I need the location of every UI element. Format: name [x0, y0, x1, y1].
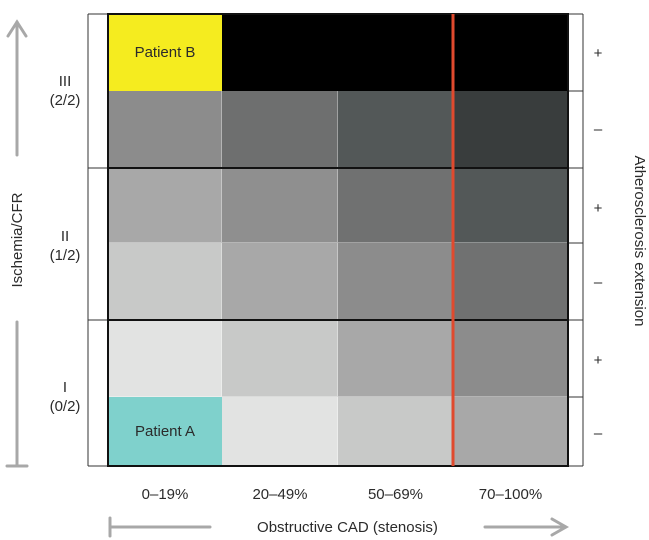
grid-cell [108, 168, 222, 243]
grid-cell [338, 243, 453, 320]
grid-cell [222, 168, 338, 243]
right-bracket-lines [568, 13, 584, 467]
group-label-i-roman: I [62, 379, 68, 396]
patient-b-label: Patient B [134, 44, 196, 61]
grid-cell [453, 168, 568, 243]
x-tick-label: 20–49% [252, 485, 308, 503]
group-label-iii-roman: III [58, 73, 72, 90]
grid-cell [222, 91, 338, 168]
y-axis-title: Ischemia/CFR [8, 192, 26, 288]
x-axis-title: Obstructive CAD (stenosis) [257, 518, 438, 536]
grid-cell [222, 243, 338, 320]
left-bracket-lines [87, 13, 108, 467]
grid-cell [453, 320, 568, 397]
grid-cell [338, 320, 453, 397]
sign-plus: + [593, 351, 603, 369]
grid-cell-patient-a: Patient A [108, 397, 222, 465]
group-label-ii: II (1/2) [43, 224, 87, 268]
grid-cell [338, 397, 453, 466]
band-borders [107, 13, 569, 467]
x-tick-label: 0–19% [141, 485, 189, 503]
grid-cell [338, 168, 453, 243]
group-label-i-fraction: (0/2) [49, 398, 81, 415]
grid-cell [453, 91, 568, 168]
stenosis-arrow [108, 516, 570, 538]
grid-cell [222, 14, 568, 91]
sign-plus: + [593, 199, 603, 217]
grid-cell [108, 320, 222, 397]
grid-cell [222, 320, 338, 397]
grid-cell [453, 397, 568, 466]
ischemia-arrow [5, 19, 29, 468]
grid-cell [108, 91, 222, 168]
group-label-iii: III (2/2) [43, 69, 87, 113]
sign-minus: – [593, 273, 603, 291]
group-label-iii-fraction: (2/2) [49, 92, 81, 109]
x-tick-label: 50–69% [367, 485, 424, 503]
sign-plus: + [593, 44, 603, 62]
group-label-ii-fraction: (1/2) [49, 247, 81, 264]
x-tick-label: 70–100% [478, 485, 543, 503]
grid-cell-patient-b: Patient B [108, 14, 222, 91]
right-axis-title: Atherosclerosis extension [631, 155, 649, 327]
patient-a-label: Patient A [134, 422, 196, 440]
sign-minus: – [593, 120, 603, 138]
group-label-i: I (0/2) [43, 375, 87, 419]
group-label-ii-roman: II [60, 228, 70, 245]
sign-minus: – [593, 424, 603, 442]
